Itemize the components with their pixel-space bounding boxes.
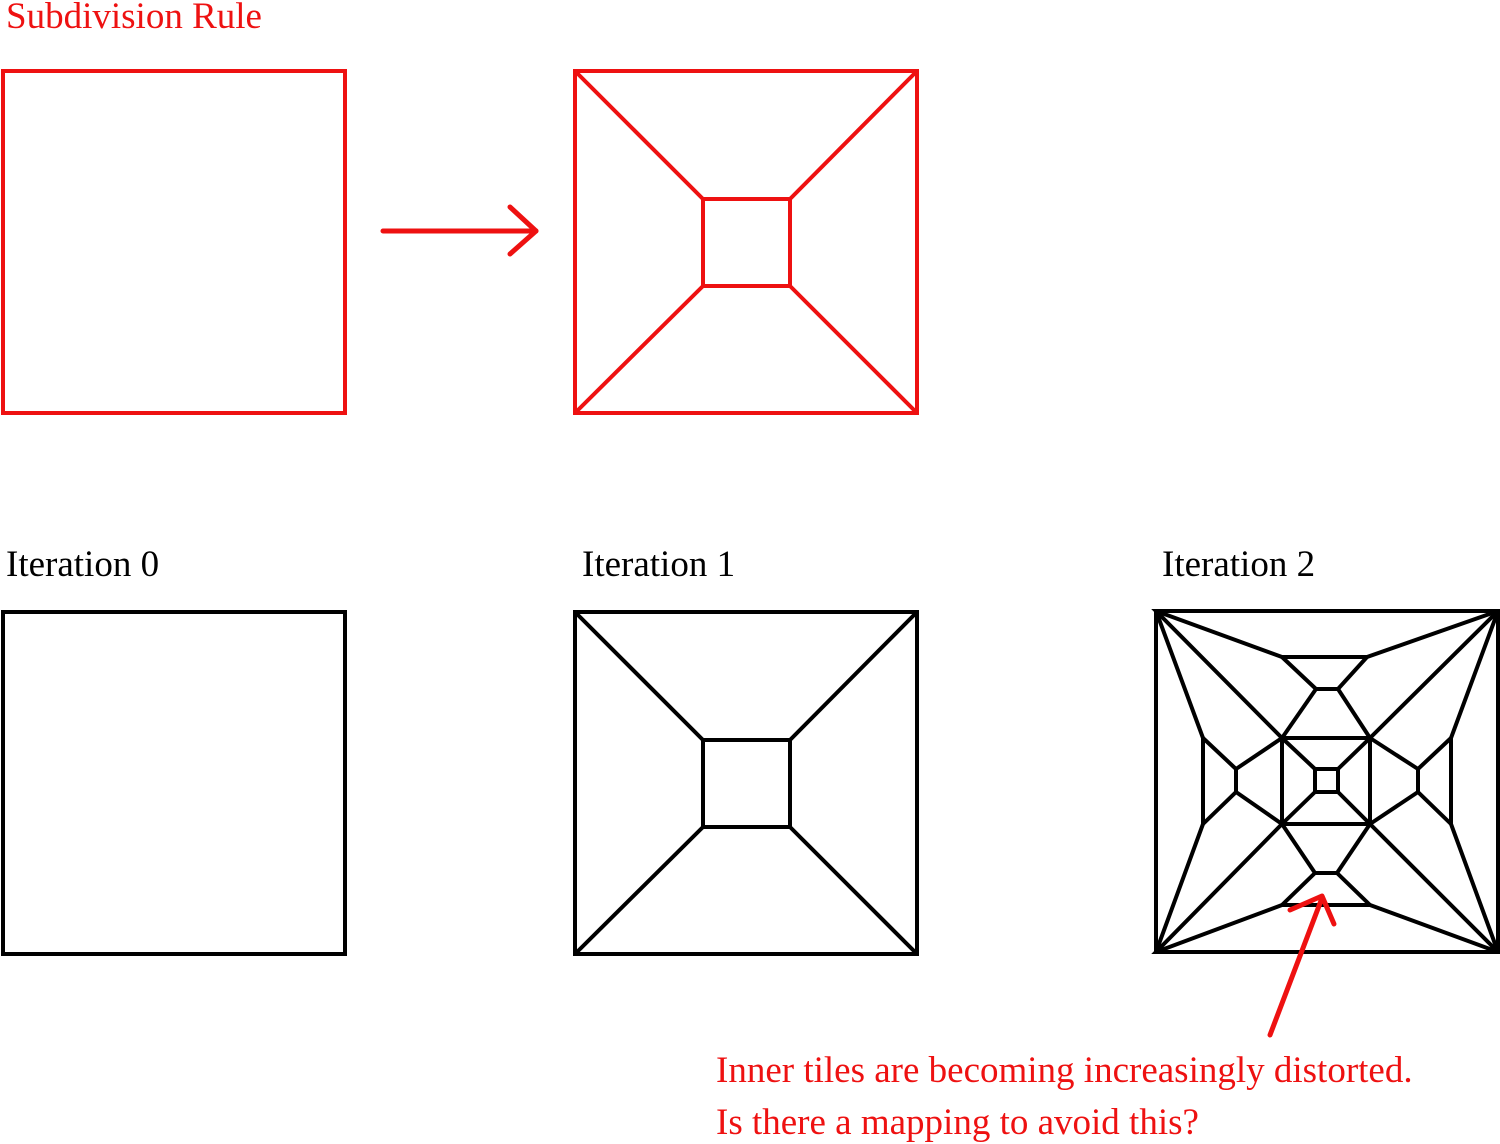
annotation-line-2: Is there a mapping to avoid this? — [716, 1102, 1199, 1143]
iteration-1-square — [573, 610, 919, 956]
iteration-2-label: Iteration 2 — [1162, 544, 1316, 585]
iteration-2-square — [1151, 609, 1500, 954]
subdivision-rule-title: Subdivision Rule — [6, 0, 262, 37]
annotation-arrow — [1267, 893, 1337, 1038]
annotation-line-1: Inner tiles are becoming increasingly di… — [716, 1050, 1413, 1091]
rule-output-square — [573, 69, 919, 415]
iteration-1-label: Iteration 1 — [582, 544, 736, 585]
iteration-0-square — [1, 610, 347, 956]
rule-input-square — [1, 69, 347, 415]
rule-arrow — [380, 204, 539, 257]
iteration-0-label: Iteration 0 — [6, 544, 160, 585]
